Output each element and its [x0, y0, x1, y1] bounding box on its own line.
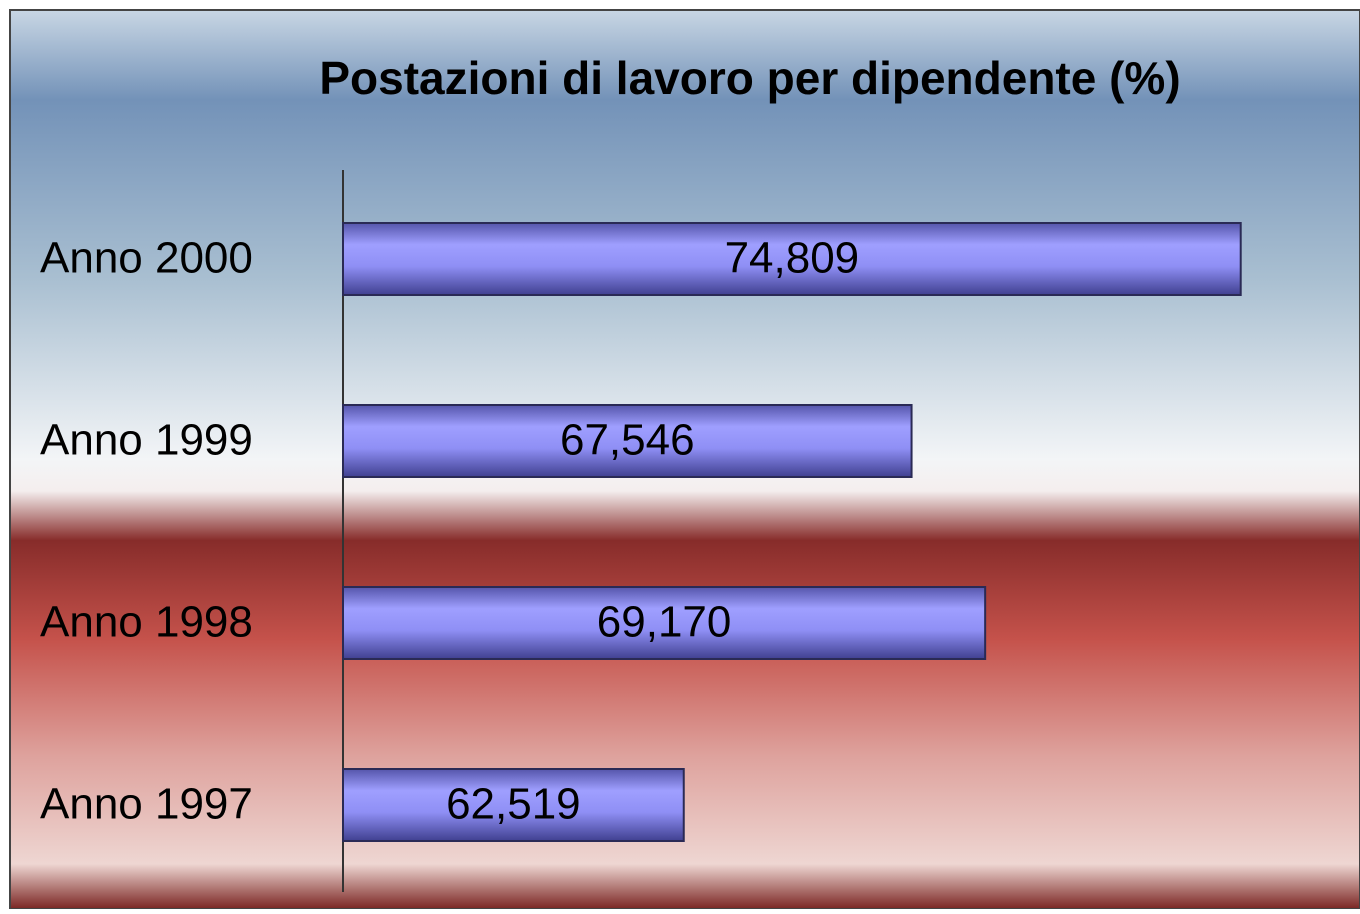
bar: [342, 768, 685, 842]
data-label: 74,809: [725, 234, 860, 283]
data-label: 69,170: [597, 598, 732, 647]
y-tick-label: Anno 1997: [40, 780, 253, 829]
chart-title: Postazioni di lavoro per dipendente (%): [319, 52, 1180, 104]
data-label: 62,519: [446, 780, 581, 829]
bar: [342, 222, 1242, 296]
y-tick-label: Anno 1999: [40, 416, 253, 465]
data-label: 67,546: [560, 416, 695, 465]
bar: [342, 404, 913, 478]
bar: [342, 586, 987, 660]
y-tick-label: Anno 2000: [40, 234, 253, 283]
y-tick-label: Anno 1998: [40, 598, 253, 647]
